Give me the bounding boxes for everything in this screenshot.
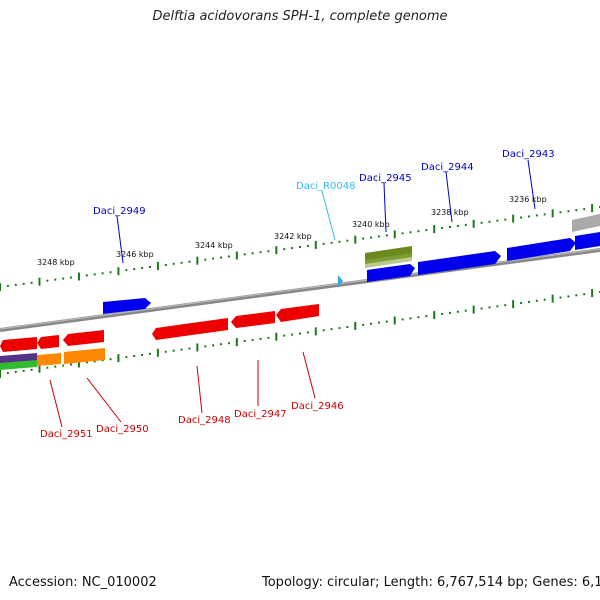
scale-label-3240: 3240 kbp [352,220,390,229]
leader-daci-r0048 [321,190,336,241]
gene-label-daci-2947[interactable]: Daci_2947 [234,409,287,420]
gene-label-daci-2948[interactable]: Daci_2948 [178,415,231,426]
scale-label-3238: 3238 kbp [431,208,469,217]
gene-edge-blue-feature[interactable] [575,232,600,250]
gene-daci-2946-feature[interactable] [276,304,319,322]
outer-scale [0,204,600,291]
leader-daci-2949 [116,215,124,264]
genome-backbone [0,248,600,332]
leader-daci-2946 [302,351,316,399]
inner-scale [0,289,600,378]
gene-label-daci-2945[interactable]: Daci_2945 [359,173,412,184]
gene-daci-2945-feature-shade [365,253,412,268]
gene-left-green-feature[interactable] [0,360,37,370]
gene-label-daci-2949[interactable]: Daci_2949 [93,206,146,217]
gene-daci-r0048-feature[interactable] [338,275,343,287]
topology-summary: Topology: circular; Length: 6,767,514 bp… [262,575,600,590]
gene-daci-2945b-feature[interactable] [367,264,415,282]
gene-daci-2948-feature[interactable] [152,318,228,340]
gene-grey-feature[interactable] [572,214,600,232]
leader-daci-2943 [527,159,536,210]
map-title: Delftia acidovorans SPH-1, complete geno… [152,9,448,24]
scale-label-3248: 3248 kbp [37,258,75,267]
accession-text: Accession: NC_010002 [9,575,157,590]
scale-label-3242: 3242 kbp [274,232,312,241]
gene-label-daci-2950[interactable]: Daci_2950 [96,424,149,435]
gene-daci-2951-feature[interactable] [37,335,59,349]
gene-left-orange-feature[interactable] [37,353,61,366]
leader-daci-2950 [86,377,122,423]
gene-daci-2949-feature[interactable] [103,298,151,314]
scale-label-3244: 3244 kbp [195,241,233,250]
gene-daci-2944-feature[interactable] [418,251,501,275]
scale-label-3246: 3246 kbp [116,250,154,259]
genome-backbone-highlight [0,248,600,330]
leader-daci-2944 [445,171,453,223]
gene-daci-2950-feature[interactable] [63,330,104,346]
gene-label-daci-2944[interactable]: Daci_2944 [421,162,474,173]
gene-label-daci-2946[interactable]: Daci_2946 [291,401,344,412]
leader-daci-2945 [383,182,387,233]
gene-daci-2947-feature[interactable] [231,311,275,328]
gene-label-daci-2943[interactable]: Daci_2943 [502,149,555,160]
gene-label-daci-2951[interactable]: Daci_2951 [40,429,93,440]
gene-label-daci-r0048[interactable]: Daci_R0048 [296,181,356,192]
gene-left-red-feature[interactable] [0,337,37,352]
leader-daci-2948 [196,365,203,414]
gene-daci-2950-orange-feature[interactable] [64,348,105,364]
scale-label-3236: 3236 kbp [509,195,547,204]
gene-daci-2943-feature[interactable] [507,238,576,261]
leader-daci-2951 [49,379,63,428]
